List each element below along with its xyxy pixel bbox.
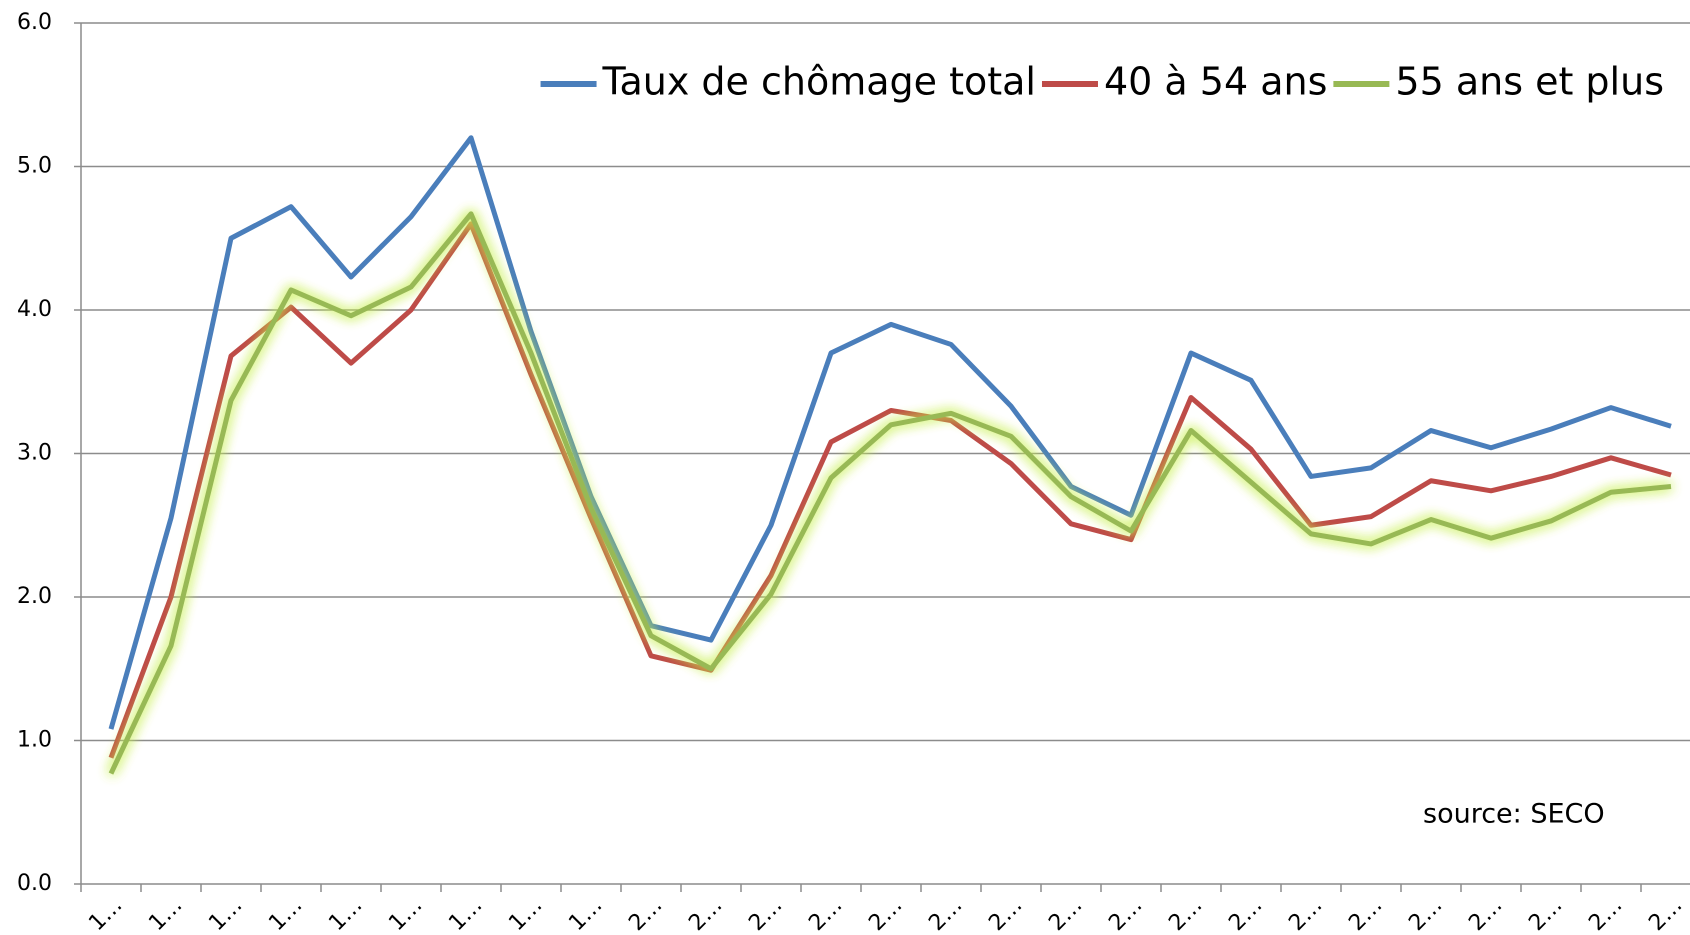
x-tick-label: 2… — [1164, 893, 1207, 935]
x-tick-label: 2… — [984, 893, 1027, 935]
y-tick-label: 2.0 — [17, 584, 52, 609]
x-tick-label: 2… — [1404, 893, 1447, 935]
x-tick-label: 1… — [504, 893, 547, 935]
y-tick-label: 4.0 — [17, 297, 52, 322]
x-tick-label: 2… — [624, 893, 667, 935]
x-tick-label: 2… — [1044, 893, 1087, 935]
series-line — [108, 135, 1672, 730]
x-tick-label: 2… — [1344, 893, 1387, 935]
x-tick-label: 1… — [264, 893, 307, 935]
x-tick-label: 2… — [1104, 893, 1147, 935]
x-tick-label: 1… — [144, 893, 187, 935]
x-tick-label: 2… — [744, 893, 787, 935]
x-tick-label: 2… — [1284, 893, 1327, 935]
legend-label: 40 à 54 ans — [1104, 60, 1327, 104]
x-tick-label: 1… — [324, 893, 367, 935]
x-tick-label: 2… — [1224, 893, 1267, 935]
x-tick-label: 2… — [1524, 893, 1567, 935]
x-tick-label: 2… — [924, 893, 967, 935]
y-tick-label: 1.0 — [17, 728, 52, 753]
y-tick-label: 5.0 — [17, 154, 52, 179]
y-tick-label: 0.0 — [17, 871, 52, 896]
series-line — [108, 211, 1672, 775]
x-tick-label: 1… — [444, 893, 487, 935]
x-tick-label: 1… — [84, 893, 127, 935]
x-tick-label: 1… — [384, 893, 427, 935]
x-tick-label: 1… — [564, 893, 607, 935]
x-tick-label: 2… — [804, 893, 847, 935]
legend: Taux de chômage total 40 à 54 ans 55 ans e… — [540, 60, 1664, 104]
x-tick-label: 2… — [684, 893, 727, 935]
y-tick-label: 6.0 — [17, 10, 52, 35]
x-tick-label: 2… — [1464, 893, 1507, 935]
legend-label: 55 ans et plus — [1395, 60, 1664, 104]
series-line — [108, 221, 1672, 759]
source-note: source: SECO — [1423, 799, 1605, 830]
x-tick-label: 2… — [864, 893, 907, 935]
legend-label: Taux de chômage total — [602, 60, 1036, 104]
x-tick-label: 2… — [1584, 893, 1627, 935]
x-tick-label: 1… — [204, 893, 247, 935]
y-tick-label: 3.0 — [17, 441, 52, 466]
x-tick-label: 2… — [1644, 893, 1687, 935]
